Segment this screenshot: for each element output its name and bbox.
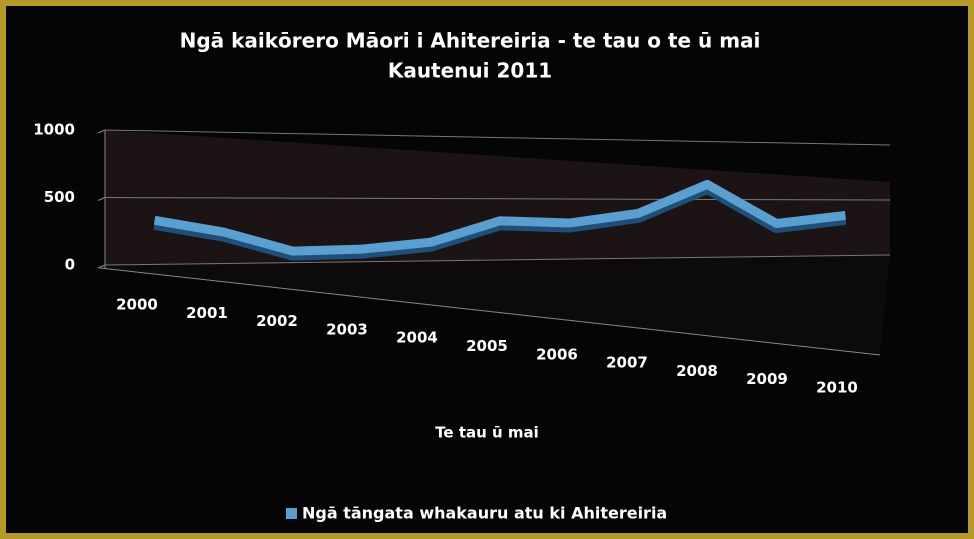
- y-tick: [97, 129, 106, 134]
- y-tick-label: 0: [65, 256, 75, 274]
- grid-line: [104, 129, 891, 146]
- x-tick-label: 2003: [326, 320, 368, 338]
- x-tick-label: 2000: [116, 296, 158, 314]
- x-axis-label: Te tau ū mai: [435, 424, 539, 442]
- legend-label: Ngā tāngata whakauru atu ki Ahitereiria: [302, 504, 667, 523]
- series-line: [153, 179, 846, 256]
- grid-line: [104, 197, 891, 201]
- y-tick-label: 500: [44, 188, 75, 206]
- x-tick-label: 2010: [816, 379, 858, 397]
- y-tick: [97, 264, 106, 269]
- grid-line: [104, 254, 891, 266]
- x-tick-label: 2001: [186, 304, 228, 322]
- x-tick-label: 2002: [256, 312, 298, 330]
- back-wall: [105, 130, 890, 265]
- chart-title: Ngā kaikōrero Māori i Ahitereiria - te t…: [180, 29, 761, 53]
- x-tick-label: 2004: [396, 329, 438, 347]
- chart-subtitle: Kautenui 2011: [388, 59, 552, 83]
- x-tick-label: 2008: [676, 362, 718, 380]
- x-axis: [99, 267, 881, 356]
- legend-swatch: [286, 508, 297, 519]
- y-tick: [97, 197, 106, 201]
- x-tick-label: 2007: [606, 354, 648, 372]
- x-tick-label: 2005: [466, 337, 508, 355]
- x-tick-label: 2009: [746, 370, 788, 388]
- x-tick-label: 2006: [536, 345, 578, 363]
- y-tick-label: 1000: [33, 121, 75, 139]
- floor: [100, 255, 890, 355]
